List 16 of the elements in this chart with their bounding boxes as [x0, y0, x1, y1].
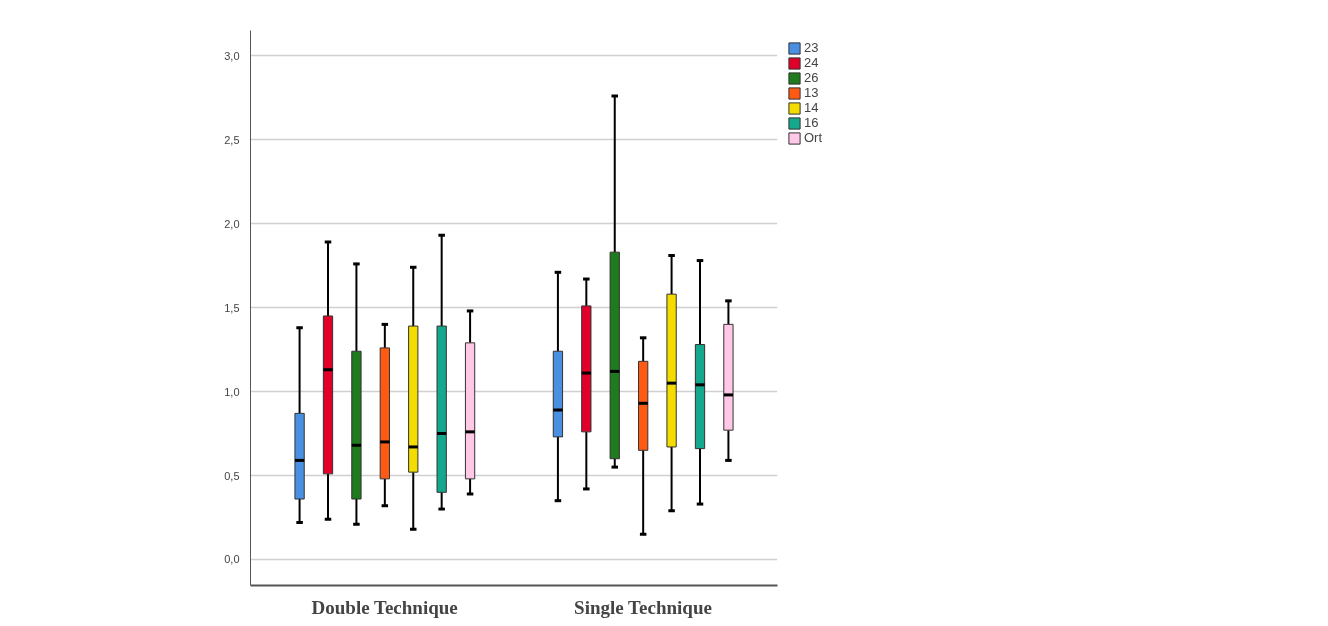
y-tick-label: 2,0 — [224, 217, 240, 230]
y-tick-label: 0,5 — [224, 469, 240, 482]
legend-label: 26 — [804, 70, 820, 85]
x-tick-label: Double Technique — [311, 596, 458, 618]
y-tick-label: 1,5 — [224, 301, 240, 314]
y-tick-label: 3,0 — [224, 49, 240, 62]
y-tick-label: 2,5 — [224, 133, 240, 146]
legend-label: 13 — [804, 85, 820, 100]
legend-label: 16 — [804, 115, 820, 130]
legend-label: 23 — [804, 40, 820, 55]
y-tick-label: 0,0 — [224, 553, 240, 566]
legend-label: 24 — [804, 55, 820, 70]
y-tick-label: 1,0 — [224, 385, 240, 398]
x-tick-label: Single Technique — [574, 596, 712, 618]
legend-label: 14 — [804, 100, 820, 115]
legend-label: Ort — [804, 130, 824, 145]
